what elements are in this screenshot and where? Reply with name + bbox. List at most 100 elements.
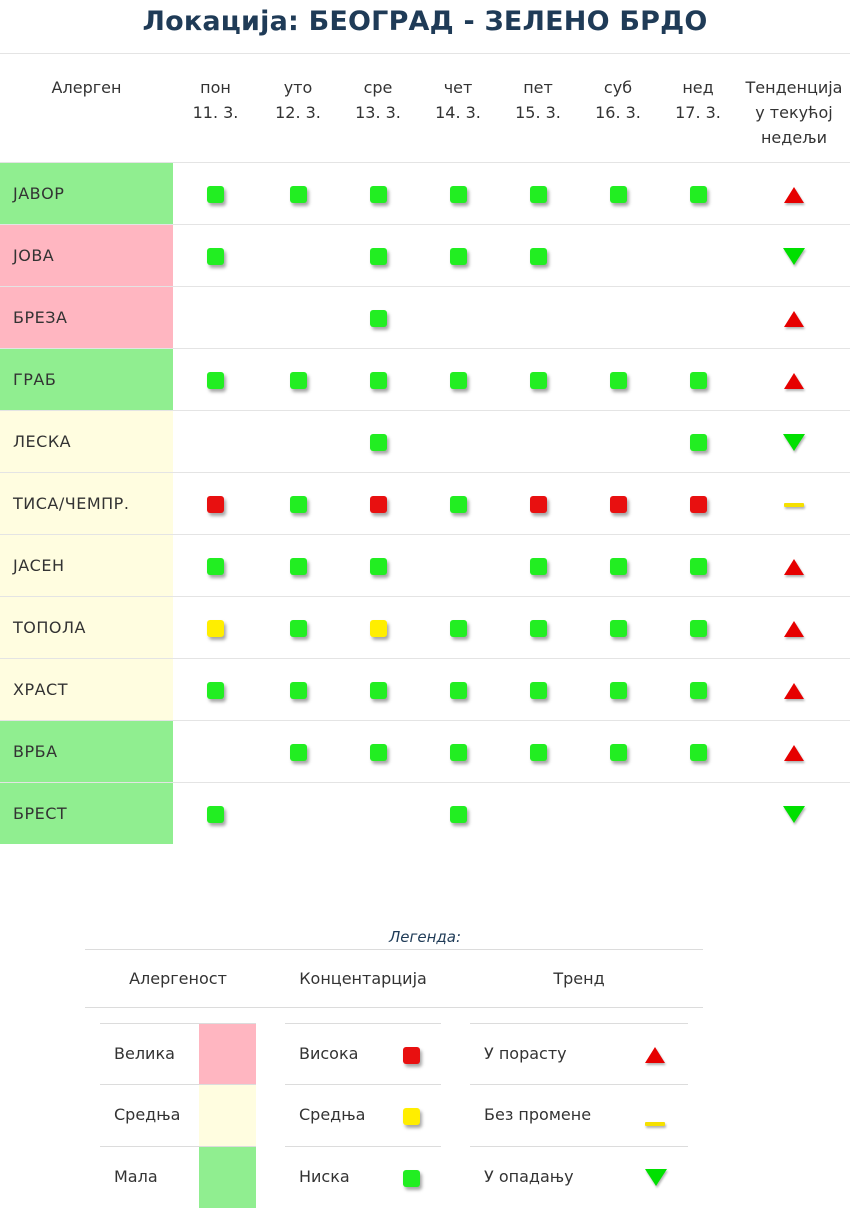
concentration-low-marker — [207, 806, 224, 823]
day-name: сре — [363, 78, 393, 97]
table-row: ТОПОЛА — [0, 596, 850, 659]
day-cell — [578, 162, 658, 225]
day-cell — [338, 658, 418, 721]
legend-label: Ниска — [299, 1167, 350, 1186]
legend-trend-row: У опадању — [470, 1146, 688, 1207]
trend-column-header: Тенденција у текућој недељи — [738, 53, 850, 163]
legend-top-divider — [85, 949, 703, 950]
concentration-low-marker — [689, 372, 707, 389]
trend-flat-icon — [784, 502, 804, 507]
trend-cell — [738, 162, 850, 225]
concentration-low-marker — [289, 372, 307, 389]
day-cell — [578, 534, 658, 597]
day-cell — [578, 596, 658, 659]
day-cell — [658, 658, 738, 721]
trend-up-icon — [784, 620, 804, 637]
trend-down-icon — [783, 434, 805, 451]
concentration-high-marker — [529, 496, 547, 513]
concentration-low-marker — [289, 744, 307, 761]
day-cell — [258, 162, 338, 225]
concentration-low-marker — [369, 744, 387, 761]
day-cell — [173, 472, 258, 535]
concentration-low-marker — [207, 248, 224, 265]
day-cell — [173, 348, 258, 411]
concentration-low-marker — [449, 186, 467, 203]
legend-allergenicity-header: Алергеност — [129, 969, 227, 988]
concentration-low-marker — [369, 682, 387, 699]
legend-concentration-row: Висока — [285, 1023, 441, 1084]
day-cell — [173, 286, 258, 349]
day-column-header: пет 15. 3. — [498, 53, 578, 163]
allergen-name: ЛЕСКА — [0, 410, 173, 473]
concentration-low-marker — [609, 372, 627, 389]
day-cell — [173, 782, 258, 844]
day-cell — [498, 348, 578, 411]
day-cell — [578, 658, 658, 721]
trend-cell — [738, 720, 850, 783]
day-cell — [338, 286, 418, 349]
trend-cell — [738, 286, 850, 349]
concentration-medium-marker — [207, 620, 224, 637]
day-cell — [258, 534, 338, 597]
concentration-high-marker — [403, 1047, 420, 1064]
day-cell — [258, 472, 338, 535]
concentration-low-marker — [449, 806, 467, 823]
day-date: 15. 3. — [515, 103, 561, 122]
trend-cell — [738, 472, 850, 535]
day-cell — [658, 720, 738, 783]
table-row: ЈАСЕН — [0, 534, 850, 597]
trend-up-icon — [784, 682, 804, 699]
concentration-low-marker — [449, 496, 467, 513]
allergenicity-high-swatch — [199, 1024, 256, 1085]
concentration-low-marker — [529, 682, 547, 699]
allergenicity-low-swatch — [199, 1147, 256, 1208]
day-cell — [173, 596, 258, 659]
day-cell — [658, 410, 738, 473]
concentration-low-marker — [449, 744, 467, 761]
legend-label: Средња — [114, 1105, 181, 1124]
concentration-low-marker — [609, 682, 627, 699]
day-date: 12. 3. — [275, 103, 321, 122]
legend-title: Легенда: — [388, 928, 462, 946]
day-cell — [578, 348, 658, 411]
day-cell — [578, 224, 658, 287]
table-body: ЈАВОР ЈОВА БРЕЗА ГРАБ ЛЕСКА ТИСА/ЧЕМПР. ЈАСЕН Т… — [0, 162, 850, 844]
allergen-name: ЈАСЕН — [0, 534, 173, 597]
legend-marker-wrap — [645, 1113, 665, 1132]
day-cell — [338, 224, 418, 287]
concentration-low-marker — [529, 248, 547, 265]
day-cell — [578, 720, 658, 783]
day-cell — [258, 286, 338, 349]
day-column-header: пон 11. 3. — [173, 53, 258, 163]
day-cell — [173, 658, 258, 721]
day-cell — [173, 410, 258, 473]
concentration-low-marker — [207, 372, 224, 389]
trend-cell — [738, 348, 850, 411]
legend-marker-wrap — [645, 1044, 665, 1063]
day-column-header: суб 16. 3. — [578, 53, 658, 163]
trend-cell — [738, 658, 850, 721]
day-cell — [498, 720, 578, 783]
allergen-name: ТИСА/ЧЕМПР. — [0, 472, 173, 535]
day-cell — [658, 596, 738, 659]
day-cell — [338, 410, 418, 473]
day-cell — [658, 348, 738, 411]
trend-cell — [738, 410, 850, 473]
concentration-low-marker — [609, 558, 627, 575]
trend-up-icon — [784, 744, 804, 761]
day-cell — [498, 596, 578, 659]
trend-up-icon — [645, 1046, 665, 1063]
concentration-low-marker — [689, 620, 707, 637]
trend-cell — [738, 224, 850, 287]
concentration-high-marker — [689, 496, 707, 513]
legend-label: Мала — [114, 1167, 158, 1186]
day-cell — [418, 596, 498, 659]
trend-flat-icon — [645, 1121, 665, 1126]
table-row: ЈАВОР — [0, 162, 850, 225]
day-cell — [338, 162, 418, 225]
concentration-low-marker — [369, 558, 387, 575]
day-cell — [258, 348, 338, 411]
table-row: ВРБА — [0, 720, 850, 783]
allergen-name: ТОПОЛА — [0, 596, 173, 659]
day-column-header: сре 13. 3. — [338, 53, 418, 163]
